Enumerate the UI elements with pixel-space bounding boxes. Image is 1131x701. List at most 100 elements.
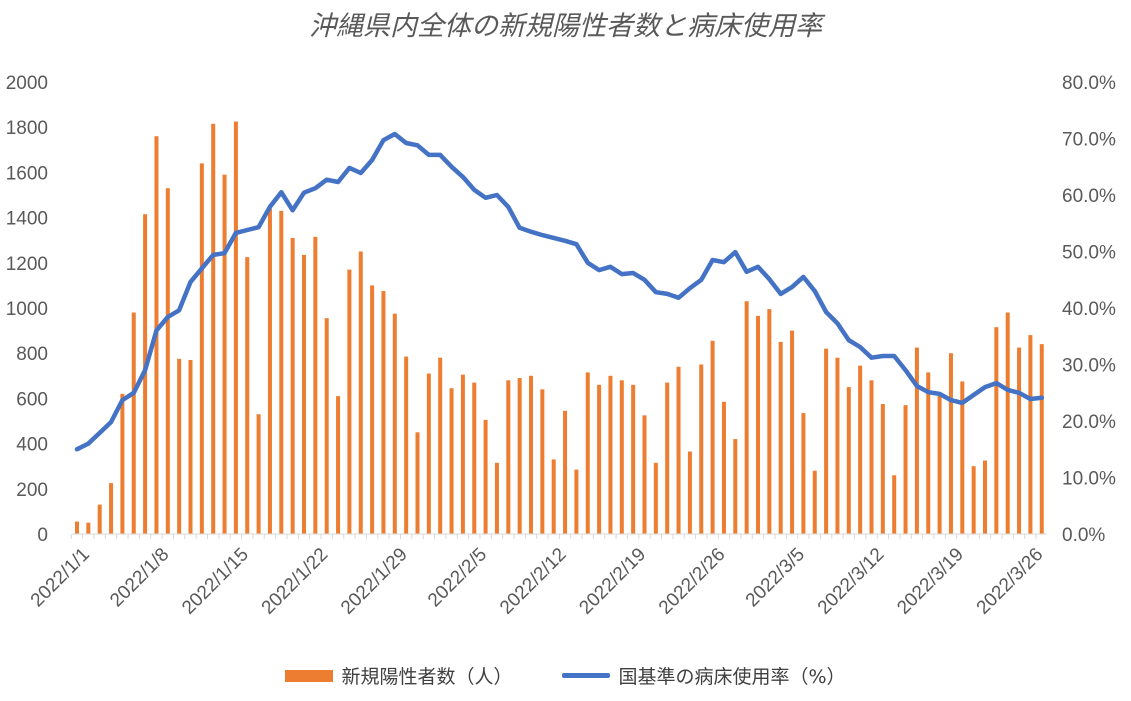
bar-2022/2/7 — [494, 462, 499, 534]
x-tick-label: 2022/1/22 — [258, 544, 333, 619]
bar-2022/3/5 — [790, 330, 795, 534]
y-left-tick-label: 200 — [16, 480, 48, 501]
y-right-tick-label: 70.0% — [1062, 130, 1116, 151]
x-tick-label: 2022/2/12 — [496, 544, 571, 619]
bar-2022/1/11 — [188, 359, 193, 534]
bar-2022/2/23 — [676, 366, 681, 534]
bar-2022/2/15 — [585, 372, 590, 534]
y-left-tick-label: 1600 — [6, 163, 48, 184]
y-left-tick-label: 400 — [16, 435, 48, 456]
bar-2022/2/12 — [551, 459, 556, 534]
bar-2022/1/5 — [120, 393, 125, 534]
bar-2022/2/14 — [574, 469, 579, 534]
bar-2022/1/21 — [302, 254, 306, 534]
y-left-tick-label: 1800 — [6, 118, 48, 139]
x-tick-label: 2022/3/19 — [893, 544, 968, 619]
bar-2022/1/22 — [313, 236, 318, 534]
bar-2022/1/20 — [290, 237, 295, 534]
bar-2022/1/12 — [199, 163, 204, 535]
bar-2022/2/9 — [517, 378, 522, 534]
bar-2022/3/26 — [1028, 335, 1033, 534]
bar-2022/1/14 — [222, 174, 227, 534]
bar-2022/1/27 — [370, 285, 375, 534]
bar-2022/2/13 — [563, 410, 568, 534]
bar-2022/1/29 — [392, 313, 397, 534]
bar-2022/3/15 — [903, 405, 908, 534]
bar-2022/3/12 — [869, 380, 874, 534]
bar-2022/3/25 — [1017, 347, 1022, 534]
bar-2022/1/25 — [347, 269, 352, 534]
legend-label-cases: 新規陽性者数（人） — [341, 666, 513, 688]
x-tick-label: 2022/1/1 — [27, 544, 94, 611]
bar-2022/3/4 — [778, 341, 783, 534]
bar-2022/2/11 — [540, 389, 545, 534]
bar-2022/2/10 — [529, 375, 533, 534]
bar-2022/3/11 — [858, 365, 863, 534]
y-right-tick-label: 20.0% — [1062, 412, 1116, 433]
bar-2022/3/3 — [767, 309, 772, 534]
y-left-tick-label: 1200 — [6, 254, 48, 275]
bar-2022/1/24 — [336, 396, 341, 534]
legend-swatch-line — [562, 673, 611, 678]
y-right-tick-label: 80.0% — [1062, 73, 1116, 94]
bar-2022/1/28 — [381, 291, 386, 534]
bar-2022/3/8 — [824, 348, 829, 534]
bar-2022/2/26 — [710, 340, 715, 534]
bar-2022/1/4 — [109, 483, 114, 534]
x-tick-label: 2022/1/8 — [106, 544, 173, 611]
bar-2022/3/20 — [960, 381, 965, 534]
bar-2022/2/6 — [483, 419, 488, 534]
bar-2022/3/9 — [835, 357, 840, 534]
bar-2022/3/7 — [812, 470, 817, 534]
bar-2022/3/21 — [971, 466, 976, 534]
x-tick-label: 2022/3/26 — [973, 544, 1048, 619]
y-left-tick-label: 1000 — [6, 299, 48, 320]
bar-2022/2/27 — [721, 401, 726, 534]
bar-2022/2/21 — [653, 462, 658, 534]
bar-2022/3/16 — [914, 347, 919, 534]
bar-2022/2/16 — [597, 384, 602, 534]
bar-2022/3/19 — [948, 353, 953, 534]
bar-2022/3/14 — [892, 475, 897, 534]
bar-2022/2/1 — [426, 373, 431, 534]
x-tick-label: 2022/3/5 — [742, 544, 809, 611]
legend-item-cases[interactable]: 新規陽性者数（人） — [285, 662, 512, 689]
bar-2022/2/5 — [472, 382, 477, 534]
x-tick-label: 2022/2/26 — [655, 544, 730, 619]
bar-2022/2/25 — [699, 364, 704, 534]
chart-title: 沖縄県内全体の新規陽性者数と病床使用率 — [309, 11, 822, 42]
bar-2022/3/13 — [880, 404, 885, 534]
bar-2022/3/6 — [801, 413, 806, 534]
y-right-tick-label: 40.0% — [1062, 299, 1116, 320]
bar-2022/3/1 — [744, 301, 749, 534]
y-left-tick-label: 1400 — [6, 209, 48, 230]
bar-2022/1/13 — [211, 123, 216, 534]
bar-2022/2/4 — [460, 374, 465, 534]
bar-2022/2/19 — [631, 384, 636, 534]
bar-2022/3/22 — [983, 460, 987, 534]
bar-2022/1/23 — [324, 318, 329, 534]
bar-2022/3/24 — [1005, 312, 1010, 534]
y-right-tick-label: 30.0% — [1062, 356, 1116, 377]
bar-2022/1/15 — [233, 121, 238, 535]
legend-item-bed-usage[interactable]: 国基準の病床使用率（%） — [562, 662, 846, 689]
bar-2022/3/27 — [1039, 344, 1044, 534]
bar-2022/3/17 — [926, 372, 931, 534]
bar-2022/2/3 — [449, 388, 454, 534]
bar-2022/3/10 — [846, 387, 851, 534]
bar-2022/1/26 — [358, 251, 363, 534]
legend: 新規陽性者数（人） 国基準の病床使用率（%） — [0, 662, 1131, 689]
y-left-tick-label: 0 — [37, 525, 48, 546]
bar-2022/2/24 — [687, 451, 692, 534]
bar-2022/1/18 — [267, 208, 272, 534]
y-right-tick-label: 60.0% — [1062, 186, 1116, 207]
y-left-tick-label: 600 — [16, 389, 48, 410]
x-tick-label: 2022/2/5 — [424, 544, 491, 611]
bar-2022/1/2 — [86, 522, 91, 534]
bar-2022/3/2 — [756, 315, 760, 534]
bar-2022/1/1 — [75, 521, 79, 534]
y-right-tick-label: 50.0% — [1062, 243, 1116, 264]
bar-2022/1/10 — [177, 358, 182, 534]
bar-2022/2/28 — [733, 439, 738, 534]
